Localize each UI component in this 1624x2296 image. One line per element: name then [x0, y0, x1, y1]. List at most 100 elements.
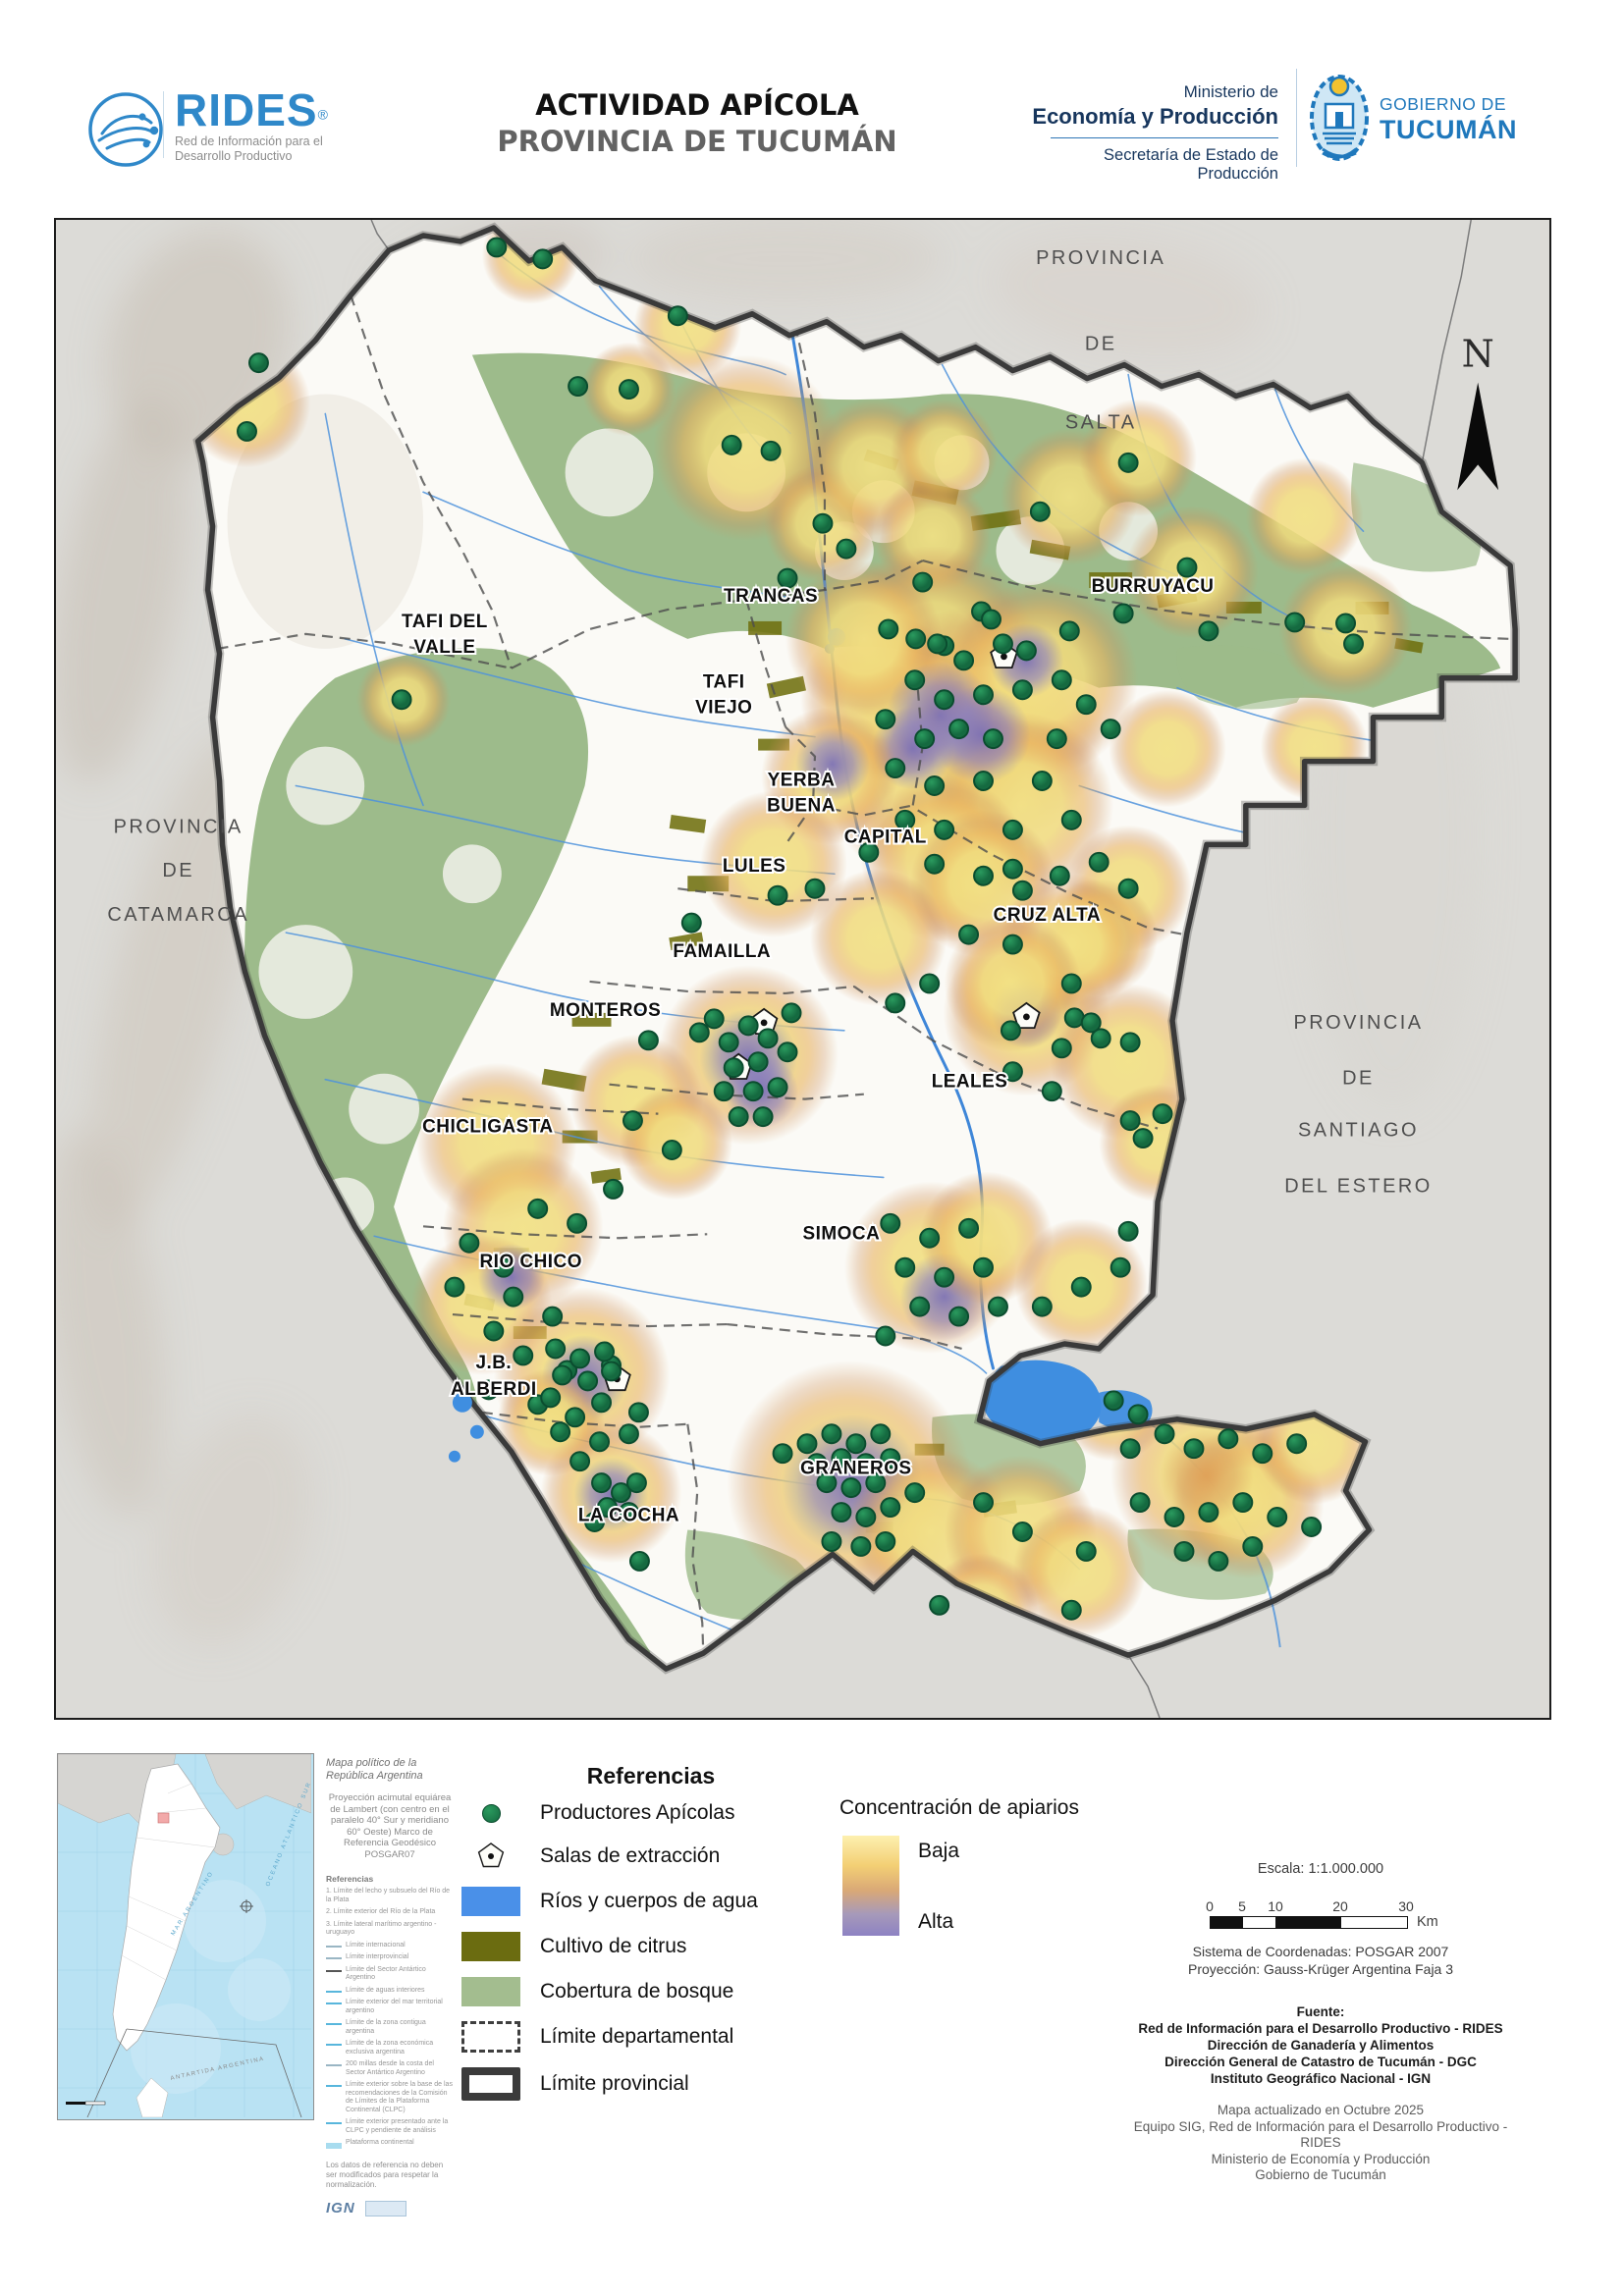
productor-dot — [948, 1306, 970, 1327]
dept-label-la-cocha: LA COCHA — [578, 1506, 679, 1526]
source-line-0: Red de Información para el Desarrollo Pr… — [1138, 2021, 1503, 2036]
credit-line-0: Mapa actualizado en Octubre 2025 — [1217, 2103, 1425, 2117]
productor-dot — [1154, 1423, 1175, 1445]
tick-5: 5 — [1238, 1898, 1246, 1914]
productor-dot — [973, 684, 994, 706]
inset-ref-13: Plataforma continental — [346, 2139, 414, 2146]
productor-dot — [845, 1433, 867, 1455]
dept-label-lules: LULES — [723, 856, 786, 877]
productor-dot — [914, 728, 936, 750]
productor-dot — [1031, 771, 1053, 791]
scale-and-source: Escala: 1:1.000.000 0 5 10 20 30 Km Sist… — [1114, 1861, 1527, 2184]
label-santiago-1: PROVINCIA — [1293, 1012, 1423, 1034]
productor-dot — [796, 1433, 818, 1455]
gov-line2: TUCUMÁN — [1380, 115, 1517, 144]
dept-label-tafi-del-valle-1: TAFI DEL — [402, 612, 488, 632]
productor-dot — [532, 248, 554, 270]
productor-dot — [1267, 1507, 1288, 1528]
productor-dot — [816, 1472, 838, 1494]
productor-dot — [667, 305, 688, 327]
tick-0: 0 — [1206, 1898, 1214, 1914]
dept-label-rio-chico: RIO CHICO — [480, 1252, 582, 1272]
productor-dot — [904, 1482, 926, 1504]
gov-line1: GOBIERNO DE — [1380, 94, 1506, 114]
productor-dot — [894, 1256, 916, 1278]
map-title-line2: PROVINCIA DE TUCUMÁN — [497, 125, 897, 158]
productor-dot — [1183, 1438, 1205, 1460]
inset-projection-note: Proyección acimutal equiárea de Lambert … — [328, 1792, 452, 1860]
credit-line-3: Gobierno de Tucumán — [1255, 2167, 1386, 2182]
productor-dot — [737, 1015, 759, 1037]
productor-dot — [772, 1443, 793, 1465]
productor-dot — [988, 1296, 1008, 1317]
north-arrow-icon — [1457, 382, 1499, 491]
ministry-line1: Ministerio de — [1183, 82, 1278, 101]
productor-dot — [894, 809, 916, 830]
scale-text: Escala: 1:1.000.000 — [1257, 1861, 1384, 1877]
productor-dot — [973, 865, 994, 886]
label-santiago-2: DE — [1342, 1068, 1375, 1090]
inset-ref-2: 3. Límite lateral marítimo argentino - u… — [326, 1920, 437, 1937]
heat-blob-p — [795, 726, 870, 802]
productor-dot — [912, 571, 934, 593]
dept-label-tafi-del-valle-2: VALLE — [413, 637, 475, 658]
productor-dot — [1119, 1032, 1141, 1053]
productor-dot — [757, 1028, 779, 1049]
productor-dot — [591, 1392, 613, 1414]
productor-dot — [1252, 1443, 1273, 1465]
productor-dot — [1286, 1433, 1308, 1455]
productor-dot — [1001, 1061, 1023, 1083]
productor-dot — [680, 912, 702, 934]
productor-dot — [958, 924, 980, 945]
productor-dot — [601, 1361, 622, 1382]
productor-dot — [983, 728, 1003, 750]
productor-dot — [1335, 613, 1357, 634]
productor-dot — [958, 1217, 980, 1239]
legend-item-rios: Ríos y cuerpos de agua — [540, 1890, 758, 1912]
productor-dot — [728, 1106, 749, 1128]
concentration-title: Concentración de apiarios — [839, 1796, 1079, 1819]
productor-dot — [391, 689, 412, 711]
map-svg: TRANCAS BURRUYACU TAFI DEL VALLE TAFI VI… — [56, 220, 1549, 1718]
productor-dot — [1041, 1081, 1062, 1102]
productor-dot — [1001, 858, 1023, 880]
productor-dot — [584, 1512, 606, 1532]
productor-dot — [1001, 819, 1023, 840]
dept-label-graneros: GRANEROS — [800, 1459, 911, 1479]
productor-dot — [603, 1178, 623, 1200]
productor-dot — [1284, 612, 1306, 633]
productor-dot — [948, 719, 970, 740]
inset-ref-5: Límite del Sector Antártico Argentino — [346, 1965, 426, 1982]
productor-dot — [1232, 1492, 1254, 1514]
productor-dot — [804, 878, 826, 899]
productor-dot — [1011, 679, 1033, 701]
productor-dot — [1049, 865, 1070, 886]
header-divider-left — [163, 91, 164, 158]
productor-dot — [1117, 1220, 1139, 1242]
inset-ref-0: 1. Límite del lecho y subsuelo del Río d… — [326, 1888, 451, 1903]
tick-20: 20 — [1332, 1898, 1348, 1914]
productor-dot — [1051, 1038, 1072, 1059]
productor-dot — [1058, 620, 1080, 642]
rides-logo-icon — [86, 90, 165, 174]
concentration-gradient-bar — [842, 1836, 899, 1936]
legend-sala-pentagon-icon — [461, 1842, 520, 1871]
projection-line: Proyección: Gauss-Krüger Argentina Faja … — [1187, 1961, 1454, 1977]
productor-dot — [875, 709, 896, 730]
inset-ref-4: Límite interprovincial — [346, 1953, 409, 1960]
productor-dot — [1011, 1522, 1033, 1542]
productor-dot — [973, 1256, 994, 1278]
productor-dot — [513, 1345, 534, 1366]
productor-dot — [577, 1370, 599, 1392]
productor-dot — [850, 1535, 872, 1557]
productor-dot — [831, 1502, 852, 1523]
productor-dot — [1031, 1296, 1053, 1317]
inset-compass-icon — [240, 1899, 253, 1913]
productor-dot — [919, 973, 941, 994]
inset-ref-8: Límite de la zona contigua argentina — [346, 2019, 426, 2035]
inset-ref-12: Límite exterior presentado ante la CLPC … — [346, 2118, 449, 2134]
productor-dot — [459, 1232, 480, 1254]
productor-dot — [919, 1227, 941, 1249]
productor-dot — [618, 1423, 639, 1445]
productor-dot — [1075, 1540, 1097, 1562]
